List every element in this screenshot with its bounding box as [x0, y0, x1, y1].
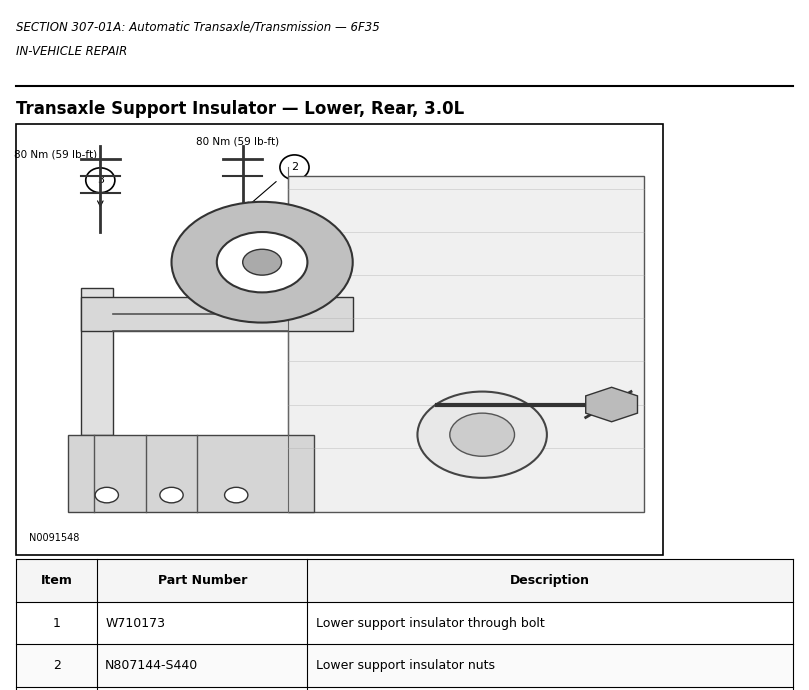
- Text: SECTION 307-01A: Automatic Transaxle/Transmission — 6F35: SECTION 307-01A: Automatic Transaxle/Tra…: [16, 21, 380, 34]
- Circle shape: [280, 155, 309, 179]
- Text: Item: Item: [40, 574, 73, 586]
- Circle shape: [225, 487, 248, 503]
- Bar: [16, 644, 793, 687]
- Text: 80 Nm (59 lb-ft): 80 Nm (59 lb-ft): [197, 137, 279, 146]
- Bar: [16, 124, 663, 555]
- Text: N0091548: N0091548: [29, 533, 79, 542]
- Polygon shape: [81, 288, 113, 435]
- Text: 80 Nm (59 lb-ft): 80 Nm (59 lb-ft): [15, 150, 97, 159]
- Circle shape: [243, 249, 282, 275]
- Text: 3: 3: [97, 175, 104, 185]
- Text: W710173: W710173: [105, 617, 165, 629]
- Text: Part Number: Part Number: [158, 574, 247, 586]
- Circle shape: [571, 306, 600, 331]
- Text: 4: 4: [401, 197, 408, 207]
- Text: 2: 2: [53, 660, 61, 672]
- Text: Lower support insulator nuts: Lower support insulator nuts: [316, 660, 494, 672]
- Circle shape: [172, 201, 353, 322]
- Circle shape: [86, 168, 115, 193]
- Circle shape: [417, 391, 547, 477]
- Text: Lower support insulator through bolt: Lower support insulator through bolt: [316, 617, 544, 629]
- Bar: [81, 297, 353, 331]
- Circle shape: [217, 232, 307, 293]
- Text: 115 Nm (85 lb-ft): 115 Nm (85 lb-ft): [549, 346, 639, 356]
- Polygon shape: [586, 387, 637, 422]
- Bar: [16, 602, 793, 644]
- Text: 1: 1: [53, 617, 61, 629]
- Text: N807144-S440: N807144-S440: [105, 660, 198, 672]
- Bar: [288, 176, 644, 512]
- Circle shape: [160, 487, 183, 503]
- Text: 2: 2: [291, 162, 298, 172]
- Circle shape: [95, 487, 118, 503]
- Text: IN-VEHICLE REPAIR: IN-VEHICLE REPAIR: [16, 45, 128, 58]
- Circle shape: [390, 189, 419, 214]
- Circle shape: [450, 413, 515, 456]
- Text: Description: Description: [510, 574, 590, 586]
- Bar: [16, 559, 793, 602]
- Bar: [68, 435, 314, 512]
- Text: Transaxle Support Insulator — Lower, Rear, 3.0L: Transaxle Support Insulator — Lower, Rea…: [16, 100, 464, 118]
- Bar: [16, 687, 793, 690]
- Text: 1: 1: [582, 313, 589, 323]
